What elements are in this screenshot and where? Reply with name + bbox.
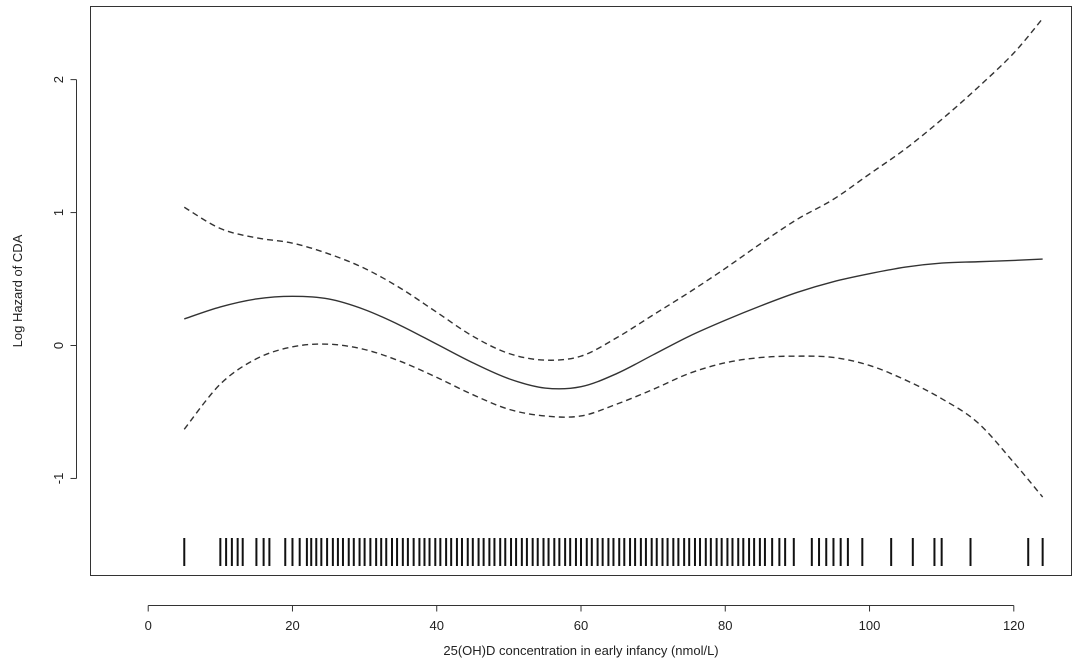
estimate-line [184,258,1043,390]
y-tick-label: -1 [51,473,66,485]
upper-ci-line [183,18,1044,361]
y-tick-label: 1 [51,209,66,216]
x-axis-label: 25(OH)D concentration in early infancy (… [443,643,718,658]
y-axis-label: Log Hazard of CDA [10,234,25,347]
x-tick-label: 120 [1003,618,1025,633]
plot-frame [90,6,1072,576]
x-tick-label: 60 [574,618,588,633]
rug-layer [183,538,1044,566]
x-tick-label: 0 [145,618,152,633]
x-tick-label: 40 [430,618,444,633]
y-tick-label: 2 [51,76,66,83]
series-layer [183,18,1044,498]
lower-ci-line [183,343,1044,498]
y-tick-label: 0 [51,342,66,349]
y-axis: -1 0 1 2 [51,76,77,484]
x-tick-label: 80 [718,618,732,633]
x-axis: 0 20 40 60 80 100 120 [145,605,1025,633]
x-tick-label: 20 [285,618,299,633]
x-tick-label: 100 [859,618,881,633]
